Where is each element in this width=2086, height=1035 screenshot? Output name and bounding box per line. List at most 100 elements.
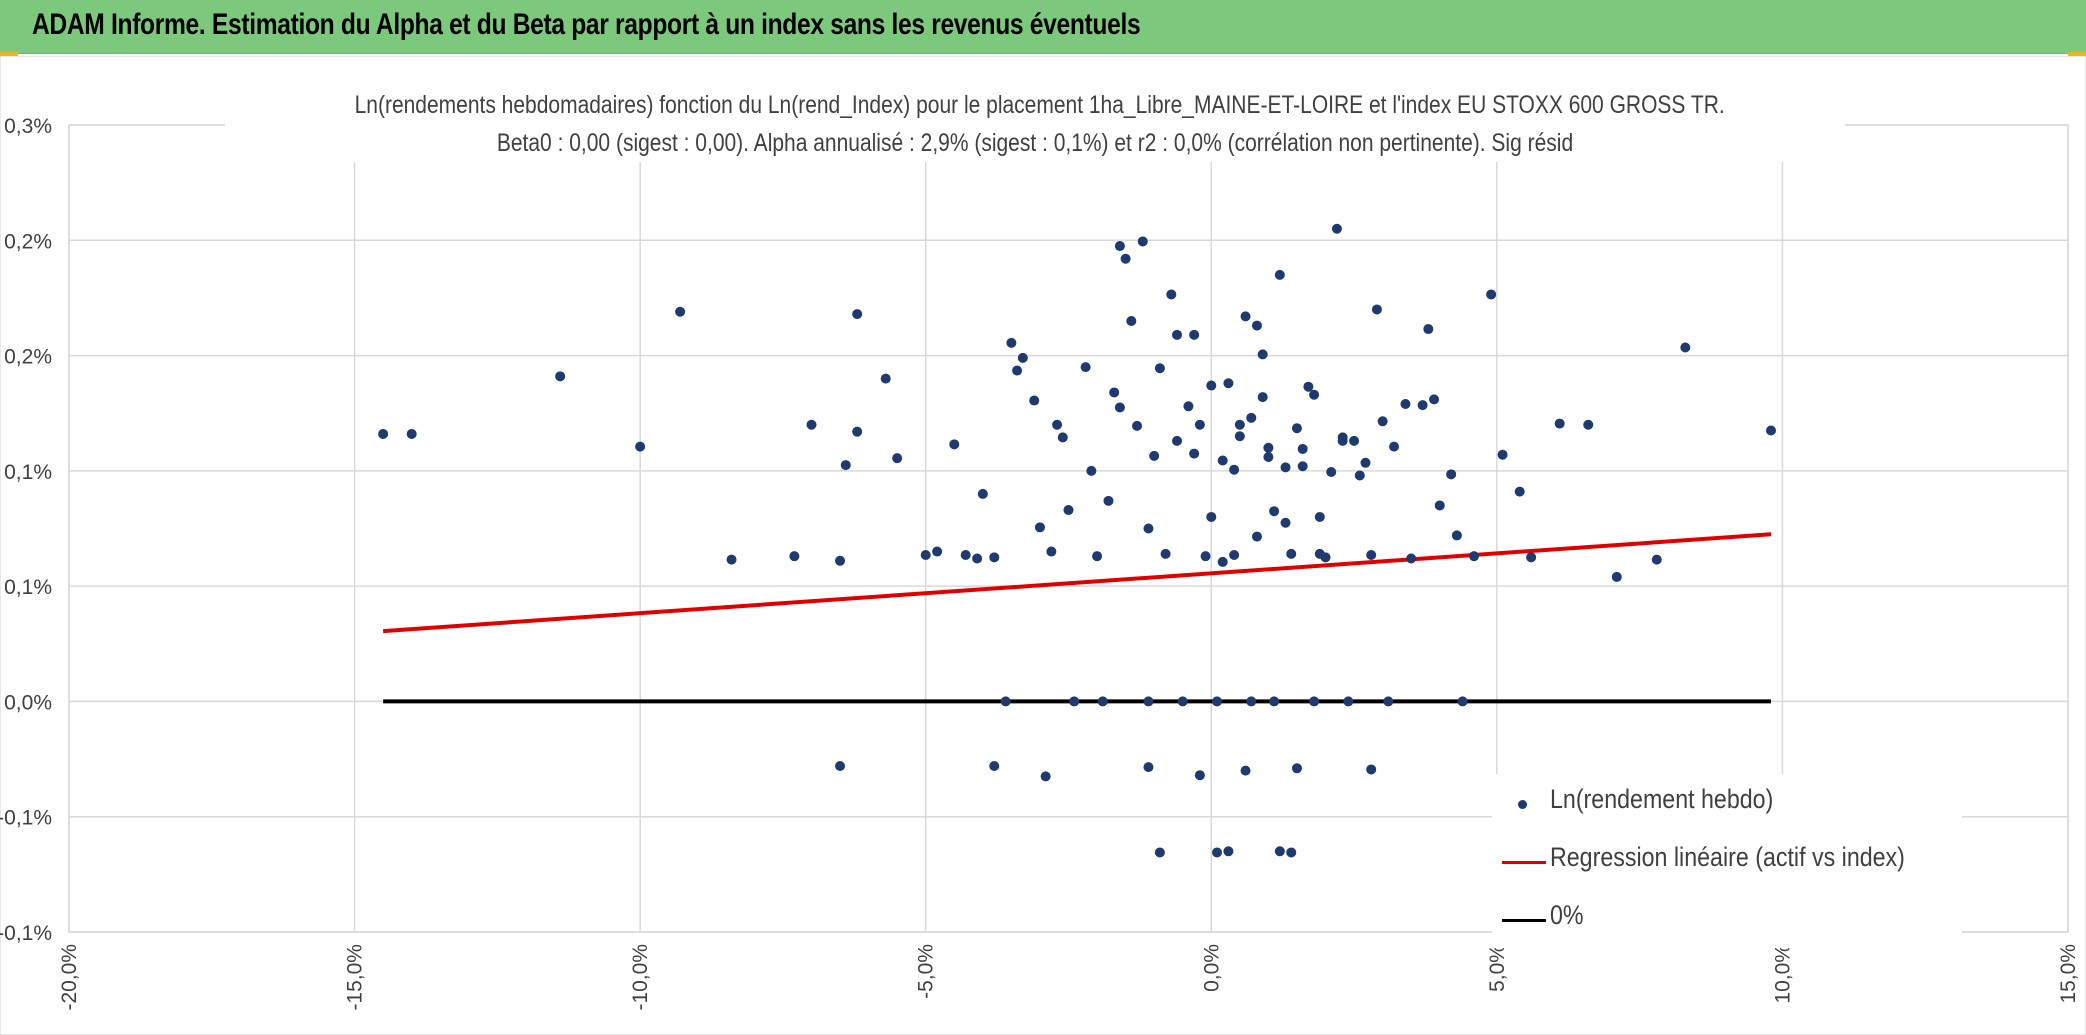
y-tick-label: 0,1% <box>4 461 52 484</box>
data-point <box>920 550 931 561</box>
chart-title-box: Ln(rendements hebdomadaires) fonction du… <box>225 86 1845 162</box>
data-point <box>852 309 863 320</box>
data-point <box>1149 450 1160 461</box>
x-tick-label: 5,0% <box>1486 944 1509 992</box>
data-point <box>378 428 389 439</box>
data-point <box>1554 418 1565 429</box>
data-point <box>1172 329 1183 340</box>
data-point <box>1251 531 1262 542</box>
x-tick-label: -10,0% <box>629 944 652 1011</box>
data-point <box>1251 320 1262 331</box>
y-axis: -0,1% -0,1% 0,0% 0,1% 0,1% 0,2% 0,2% 0,3% <box>0 115 52 945</box>
data-point <box>1120 253 1131 264</box>
x-tick-label: -5,0% <box>915 944 938 999</box>
data-point <box>1211 847 1222 858</box>
y-tick-label: 0,3% <box>4 115 52 138</box>
data-point <box>989 552 1000 563</box>
data-point <box>1309 389 1320 400</box>
data-point <box>1189 448 1200 459</box>
data-point <box>1446 469 1457 480</box>
y-tick-label: -0,1% <box>0 807 52 830</box>
data-point <box>1206 380 1217 391</box>
data-point <box>835 555 846 566</box>
data-point <box>1297 443 1308 454</box>
data-point <box>1257 392 1268 403</box>
regression-line <box>382 532 1772 634</box>
y-tick-label: 0,0% <box>4 691 52 714</box>
data-point <box>1680 342 1691 353</box>
data-point <box>789 551 800 562</box>
data-point <box>1274 269 1285 280</box>
data-point <box>1200 551 1211 562</box>
data-point <box>1486 289 1497 300</box>
data-point <box>1269 506 1280 517</box>
data-point <box>1143 696 1154 707</box>
data-point <box>1154 847 1165 858</box>
chart-area: -0,1% -0,1% 0,0% 0,1% 0,1% 0,2% 0,2% 0,3% -20,0… <box>0 56 2086 1035</box>
y-tick-label: 0,2% <box>4 230 52 253</box>
legend-label-points: Ln(rendement hebdo) <box>1550 784 1774 814</box>
data-point <box>1234 419 1245 430</box>
data-point <box>1223 378 1234 389</box>
data-point <box>1029 395 1040 406</box>
data-point <box>1337 435 1348 446</box>
data-point <box>1354 470 1365 481</box>
data-point <box>1046 546 1057 557</box>
data-point <box>1017 352 1028 363</box>
data-point <box>1114 241 1125 252</box>
data-point <box>1217 556 1228 567</box>
data-point <box>880 373 891 384</box>
data-point <box>1343 696 1354 707</box>
data-point <box>1194 770 1205 781</box>
data-point <box>1526 552 1537 563</box>
data-point <box>1309 696 1320 707</box>
data-point <box>1240 311 1251 322</box>
data-point <box>1274 846 1285 857</box>
data-point <box>1103 495 1114 506</box>
data-point <box>835 760 846 771</box>
x-tick-label: 10,0% <box>1771 944 1794 1004</box>
data-point <box>1012 365 1023 376</box>
data-point <box>1160 548 1171 559</box>
data-point <box>675 306 686 317</box>
data-point <box>1434 500 1445 511</box>
report-title: ADAM Informe. Estimation du Alpha et du … <box>32 8 1141 41</box>
data-point <box>1269 696 1280 707</box>
data-point <box>555 371 566 382</box>
chart-title: Ln(rendements hebdomadaires) fonction du… <box>354 91 1725 119</box>
data-point <box>1263 442 1274 453</box>
data-point <box>635 441 646 452</box>
data-point <box>1240 765 1251 776</box>
data-point <box>1651 554 1662 565</box>
data-point <box>1349 435 1360 446</box>
data-point <box>1457 696 1468 707</box>
data-point <box>1429 394 1440 405</box>
x-tick-label: 15,0% <box>2057 944 2080 1004</box>
data-point <box>1137 236 1148 247</box>
data-point <box>1206 511 1217 522</box>
data-point <box>1366 550 1377 561</box>
data-point <box>1069 696 1080 707</box>
data-point <box>1383 696 1394 707</box>
data-point <box>1291 423 1302 434</box>
data-point <box>1246 696 1257 707</box>
data-point <box>1469 551 1480 562</box>
data-point <box>1172 435 1183 446</box>
data-point <box>1000 696 1011 707</box>
data-point <box>726 554 737 565</box>
data-point <box>1217 455 1228 466</box>
data-point <box>1057 432 1068 443</box>
data-point <box>1280 517 1291 528</box>
data-point <box>1360 457 1371 468</box>
data-point <box>1114 402 1125 413</box>
data-point <box>989 760 1000 771</box>
data-point <box>960 550 971 561</box>
data-point <box>1766 425 1777 436</box>
data-point <box>1080 362 1091 373</box>
data-point <box>1371 304 1382 315</box>
data-point <box>1514 486 1525 497</box>
data-point <box>406 428 417 439</box>
data-point <box>1154 363 1165 374</box>
data-point <box>1034 522 1045 533</box>
